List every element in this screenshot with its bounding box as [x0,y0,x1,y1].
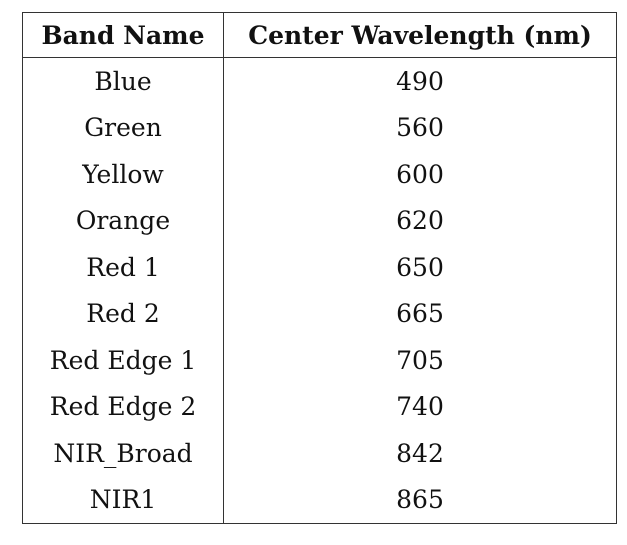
band-name-cell: Green [22,104,224,151]
band-name-cell: Red Edge 1 [22,337,224,384]
table-row: Red Edge 1 705 [22,337,617,384]
table-row: Yellow 600 [22,151,617,198]
table-row: Red 2 665 [22,290,617,337]
table-row: NIR1 865 [22,476,617,524]
band-name-cell: NIR1 [22,476,224,524]
wavelength-cell: 560 [396,113,444,143]
table-row: Red Edge 2 740 [22,383,617,430]
wavelength-cell: 865 [396,485,444,515]
wavelength-cell: 740 [396,392,444,422]
header-center-wavelength: Center Wavelength (nm) [223,12,617,58]
band-name-cell: Red Edge 2 [22,383,224,430]
band-name-cell: Red 1 [22,244,224,291]
band-name-cell: Orange [22,197,224,244]
band-name-cell: Blue [22,57,224,105]
wavelength-cell: 620 [396,206,444,236]
table-row: Blue 490 [22,57,617,105]
table-header-row: Band Name Center Wavelength (nm) [22,12,617,58]
band-name-cell: Red 2 [22,290,224,337]
band-name-cell: Yellow [22,151,224,198]
table-row: Red 1 650 [22,244,617,291]
wavelength-cell: 705 [396,345,444,375]
table-row: Orange 620 [22,197,617,244]
wavelength-cell: 665 [396,299,444,329]
band-wavelength-table: Band Name Center Wavelength (nm) Blue 49… [22,12,617,524]
table-row: NIR_Broad 842 [22,430,617,477]
wavelength-cell: 650 [396,252,444,282]
wavelength-cell: 490 [396,66,444,96]
band-name-cell: NIR_Broad [22,430,224,477]
wavelength-cell: 600 [396,159,444,189]
header-band-name: Band Name [22,12,224,58]
wavelength-cell: 842 [396,438,444,468]
table-row: Green 560 [22,104,617,151]
